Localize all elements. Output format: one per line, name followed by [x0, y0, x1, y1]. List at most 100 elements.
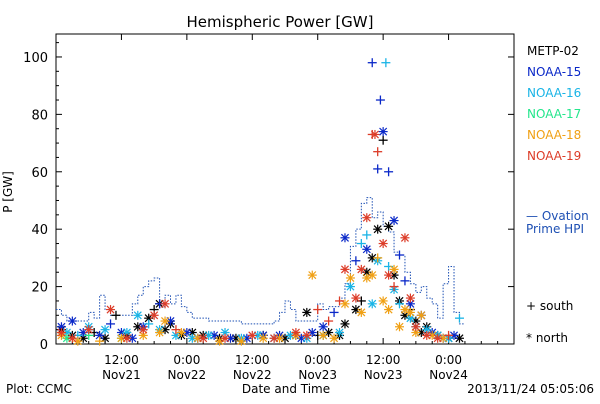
- data-point: [236, 336, 246, 346]
- data-point: [318, 322, 328, 332]
- data-point: [373, 253, 383, 263]
- data-point: [340, 319, 350, 329]
- data-point: [155, 328, 165, 338]
- marker-stroke: [340, 299, 350, 308]
- marker-stroke: [68, 317, 77, 326]
- x-tick-date-label: Nov24: [429, 368, 468, 382]
- y-tick-label: 100: [23, 51, 48, 66]
- data-point: [269, 333, 279, 343]
- marker-stroke: [370, 130, 379, 139]
- marker-stroke: [433, 334, 442, 343]
- marker-stroke: [362, 213, 371, 222]
- data-point: [395, 322, 404, 332]
- marker-stroke: [406, 294, 415, 303]
- marker-stroke: [150, 311, 159, 320]
- data-point: [433, 333, 443, 343]
- x-tick-time-label: 0:00: [304, 353, 331, 367]
- marker-stroke: [199, 334, 208, 343]
- data-point: [384, 270, 394, 280]
- data-point: [400, 233, 410, 243]
- data-point: [378, 296, 388, 306]
- chart-title: Hemispheric Power [GW]: [187, 13, 374, 31]
- marker-stroke: [395, 322, 404, 331]
- marker-stroke: [400, 305, 409, 314]
- data-point: [56, 328, 66, 338]
- marker-stroke: [101, 325, 110, 334]
- data-point: [313, 305, 323, 315]
- data-point: [384, 167, 394, 177]
- data-point: [367, 270, 377, 280]
- data-point: [362, 244, 372, 254]
- marker-stroke: [422, 331, 431, 340]
- marker-stroke: [248, 331, 257, 340]
- x-tick-date-label: Nov23: [364, 368, 403, 382]
- data-point: [122, 333, 132, 343]
- data-point: [444, 330, 454, 340]
- data-point: [138, 325, 148, 335]
- data-point: [106, 319, 116, 329]
- legend-entry: NOAA-16: [527, 86, 581, 100]
- data-point: [356, 307, 366, 317]
- data-point: [389, 216, 399, 226]
- data-point: [395, 250, 404, 260]
- data-point: [454, 313, 464, 323]
- data-point: [198, 333, 208, 343]
- plot-timestamp: 2013/11/24 05:05:06: [467, 382, 594, 396]
- data-point: [100, 325, 110, 335]
- marker-stroke: [57, 328, 66, 337]
- marker-stroke: [357, 308, 366, 317]
- data-point: [329, 333, 339, 343]
- marker-stroke: [330, 334, 339, 343]
- marker-stroke: [362, 268, 371, 277]
- marker-stroke: [161, 299, 170, 308]
- data-point: [356, 239, 366, 249]
- data-point: [395, 299, 404, 309]
- x-tick-date-label: Nov22: [168, 368, 207, 382]
- ovation-label: — Ovation: [526, 209, 589, 223]
- plot-credit: Plot: CCMC: [6, 382, 72, 396]
- marker-stroke: [139, 331, 148, 340]
- marker-stroke: [362, 245, 371, 254]
- marker-stroke: [406, 308, 415, 317]
- data-point: [247, 330, 257, 340]
- data-point: [351, 293, 361, 303]
- data-point: [291, 328, 301, 338]
- y-tick-label: 40: [31, 223, 48, 238]
- data-point: [307, 270, 317, 280]
- marker-stroke: [259, 334, 268, 343]
- data-point: [370, 129, 380, 139]
- marker-stroke: [346, 282, 355, 291]
- data-point: [405, 313, 415, 323]
- marker-stroke: [302, 308, 311, 317]
- marker-stroke: [400, 233, 409, 242]
- marker-stroke: [379, 239, 388, 248]
- marker-stroke: [237, 337, 246, 346]
- marker-stroke: [422, 325, 431, 334]
- data-point: [356, 264, 366, 274]
- marker-stroke: [368, 253, 377, 262]
- data-point: [389, 282, 399, 292]
- y-tick-label: 0: [40, 338, 48, 353]
- marker-stroke: [270, 334, 279, 343]
- marker-stroke: [357, 265, 366, 274]
- marker-stroke: [368, 299, 377, 308]
- data-point: [378, 239, 388, 249]
- y-tick-label: 20: [31, 281, 48, 296]
- marker-stroke: [319, 322, 328, 331]
- marker-stroke: [411, 322, 420, 331]
- ovation-hpi-line: [56, 197, 465, 325]
- north-marker-key: * north: [526, 331, 568, 345]
- data-point: [373, 164, 383, 174]
- marker-stroke: [319, 331, 328, 340]
- data-point: [400, 276, 410, 286]
- data-point: [318, 330, 328, 340]
- plot-area: 02040608010012:00Nov210:00Nov2212:00Nov2…: [23, 33, 515, 382]
- marker-stroke: [351, 305, 360, 314]
- marker-stroke: [406, 314, 415, 323]
- marker-stroke: [373, 225, 382, 234]
- data-point: [345, 273, 355, 283]
- data-point: [367, 299, 377, 309]
- marker-stroke: [455, 334, 464, 343]
- marker-stroke: [68, 334, 77, 343]
- data-point: [335, 328, 345, 338]
